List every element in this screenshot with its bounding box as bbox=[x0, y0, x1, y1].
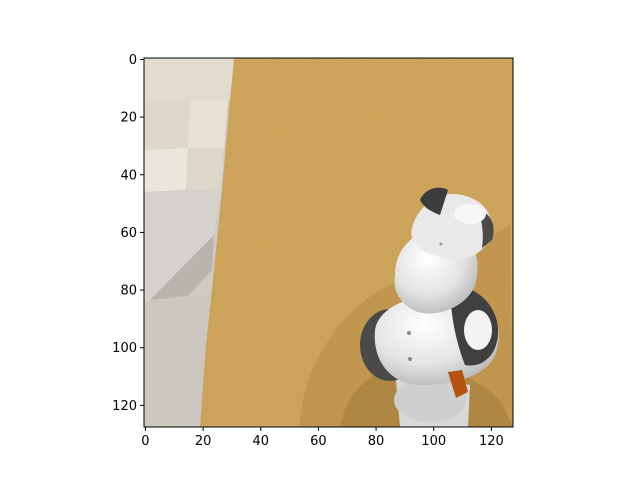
x-tick-label: 100 bbox=[421, 434, 446, 449]
y-tick-label: 100 bbox=[112, 341, 137, 356]
x-tick-label: 120 bbox=[479, 434, 504, 449]
y-tick-label: 40 bbox=[120, 168, 137, 183]
robot-bolt bbox=[407, 331, 411, 335]
floor-tile bbox=[144, 100, 190, 150]
y-tick-label: 60 bbox=[120, 226, 137, 241]
floor-tile-shadow bbox=[144, 190, 221, 302]
robot-arm bbox=[360, 187, 499, 427]
x-tick-label: 60 bbox=[310, 434, 327, 449]
y-tick-label: 0 bbox=[129, 53, 137, 68]
floor-tile-shadow bbox=[150, 235, 214, 300]
robot-base-top bbox=[394, 378, 466, 422]
floor-tile bbox=[144, 58, 234, 100]
x-axis: 0 20 40 60 80 100 120 bbox=[141, 427, 504, 449]
floor-tile bbox=[186, 148, 224, 190]
x-tick-label: 40 bbox=[252, 434, 269, 449]
x-tick-label: 80 bbox=[368, 434, 385, 449]
robot-wrist-dark bbox=[420, 187, 448, 215]
floor-tile bbox=[188, 100, 228, 148]
robot-panel-highlight bbox=[464, 310, 492, 350]
x-tick-label: 0 bbox=[141, 434, 149, 449]
robot-wrist-highlight bbox=[454, 204, 486, 224]
floor-tile bbox=[144, 296, 210, 427]
robot-bolt bbox=[408, 357, 412, 361]
scene-image bbox=[144, 58, 513, 427]
orange-part bbox=[448, 370, 468, 398]
y-tick-label: 120 bbox=[112, 399, 137, 414]
y-tick-label: 20 bbox=[120, 111, 137, 126]
y-tick-label: 80 bbox=[120, 284, 137, 299]
axes-frame bbox=[143, 57, 514, 428]
floor-tile bbox=[144, 148, 188, 192]
x-tick-label: 20 bbox=[195, 434, 212, 449]
robot-bolt bbox=[439, 242, 443, 246]
y-axis: 0 20 40 60 80 100 120 bbox=[112, 53, 144, 414]
